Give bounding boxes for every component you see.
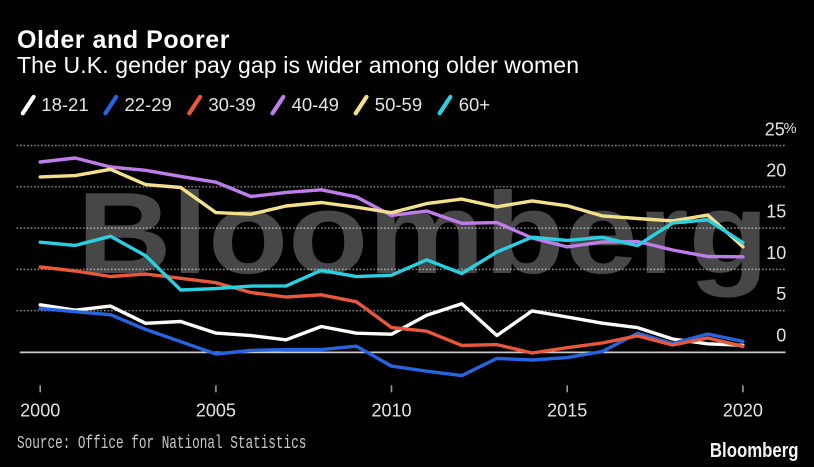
svg-text:40-49: 40-49 [292, 94, 339, 115]
svg-text:2015: 2015 [547, 401, 587, 421]
svg-text:18-21: 18-21 [41, 94, 88, 115]
svg-text:5: 5 [776, 284, 786, 304]
svg-text:25: 25 [765, 120, 785, 140]
svg-text:20: 20 [766, 160, 786, 180]
svg-text:15: 15 [766, 202, 786, 222]
svg-text:30-39: 30-39 [208, 94, 255, 115]
svg-text:10: 10 [766, 243, 786, 263]
svg-text:2005: 2005 [196, 401, 236, 421]
svg-text:60+: 60+ [459, 94, 490, 115]
svg-text:50-59: 50-59 [375, 94, 422, 115]
svg-text:2000: 2000 [20, 401, 60, 421]
svg-text:0: 0 [776, 326, 786, 346]
svg-text:2010: 2010 [371, 401, 411, 421]
svg-text:2020: 2020 [723, 401, 763, 421]
svg-text:%: % [784, 121, 797, 137]
svg-text:22-29: 22-29 [125, 94, 172, 115]
